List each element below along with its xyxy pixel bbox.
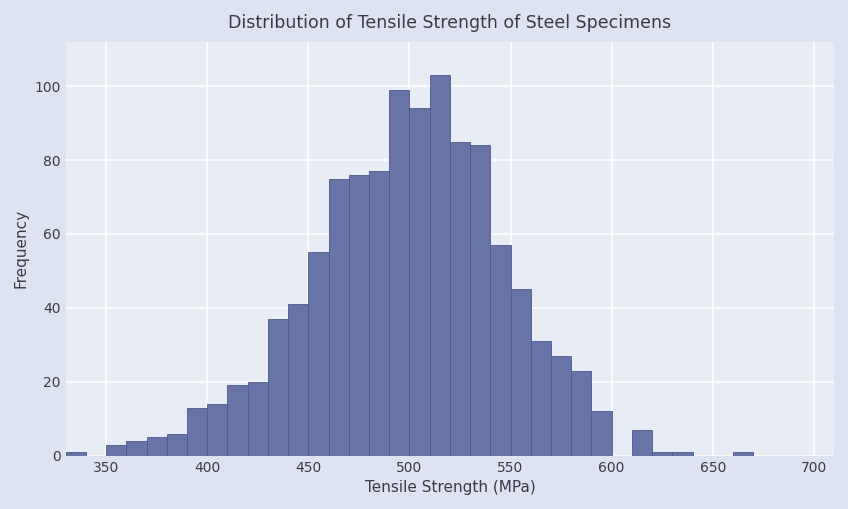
Title: Distribution of Tensile Strength of Steel Specimens: Distribution of Tensile Strength of Stee…: [228, 14, 672, 32]
Bar: [551, 356, 572, 456]
Bar: [490, 245, 510, 456]
Bar: [470, 145, 490, 456]
Bar: [288, 304, 309, 456]
Bar: [632, 430, 652, 456]
Bar: [369, 171, 389, 456]
Bar: [207, 404, 227, 456]
Bar: [349, 175, 369, 456]
Bar: [672, 452, 693, 456]
Bar: [450, 142, 470, 456]
Bar: [187, 408, 207, 456]
Bar: [410, 108, 430, 456]
X-axis label: Tensile Strength (MPa): Tensile Strength (MPa): [365, 480, 535, 495]
Bar: [531, 341, 551, 456]
Y-axis label: Frequency: Frequency: [14, 209, 29, 288]
Bar: [106, 444, 126, 456]
Bar: [248, 382, 268, 456]
Bar: [268, 319, 288, 456]
Bar: [328, 179, 349, 456]
Bar: [572, 371, 591, 456]
Bar: [147, 437, 167, 456]
Bar: [430, 75, 450, 456]
Bar: [65, 452, 86, 456]
Bar: [389, 90, 410, 456]
Bar: [309, 252, 328, 456]
Bar: [167, 434, 187, 456]
Bar: [733, 452, 753, 456]
Bar: [510, 290, 531, 456]
Bar: [126, 441, 147, 456]
Bar: [652, 452, 672, 456]
Bar: [227, 385, 248, 456]
Bar: [591, 411, 611, 456]
